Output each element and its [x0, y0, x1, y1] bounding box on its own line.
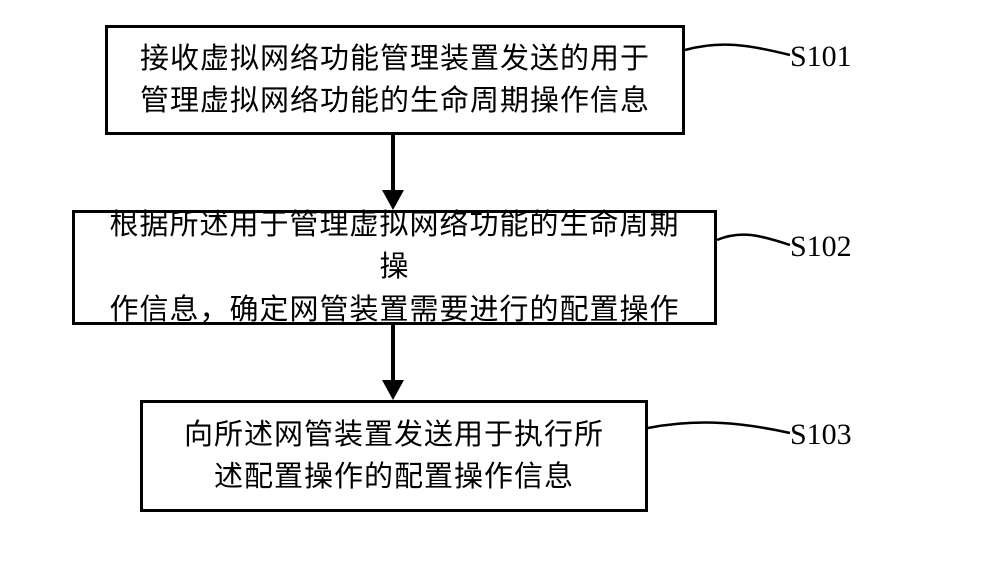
label-s101: S101: [790, 40, 852, 74]
step-s101-text: 接收虚拟网络功能管理装置发送的用于 管理虚拟网络功能的生命周期操作信息: [140, 38, 650, 122]
step-s103-line1: 向所述网管装置发送用于执行所: [184, 419, 604, 451]
step-s101-line2: 管理虚拟网络功能的生命周期操作信息: [140, 85, 650, 117]
step-s101-line1: 接收虚拟网络功能管理装置发送的用于: [140, 43, 650, 75]
step-s102-text: 根据所述用于管理虚拟网络功能的生命周期操 作信息，确定网管装置需要进行的配置操作: [95, 204, 694, 330]
label-s102: S102: [790, 230, 852, 264]
step-s103-text: 向所述网管装置发送用于执行所 述配置操作的配置操作信息: [184, 414, 604, 498]
step-s102-line2: 作信息，确定网管装置需要进行的配置操作: [109, 294, 679, 326]
label-s103: S103: [790, 418, 852, 452]
flowchart-container: 接收虚拟网络功能管理装置发送的用于 管理虚拟网络功能的生命周期操作信息 S101…: [0, 0, 1000, 564]
step-s103-line2: 述配置操作的配置操作信息: [214, 461, 574, 493]
step-s102: 根据所述用于管理虚拟网络功能的生命周期操 作信息，确定网管装置需要进行的配置操作: [72, 210, 717, 325]
step-s102-line1: 根据所述用于管理虚拟网络功能的生命周期操: [109, 209, 679, 283]
step-s103: 向所述网管装置发送用于执行所 述配置操作的配置操作信息: [140, 400, 648, 512]
step-s101: 接收虚拟网络功能管理装置发送的用于 管理虚拟网络功能的生命周期操作信息: [105, 25, 685, 135]
